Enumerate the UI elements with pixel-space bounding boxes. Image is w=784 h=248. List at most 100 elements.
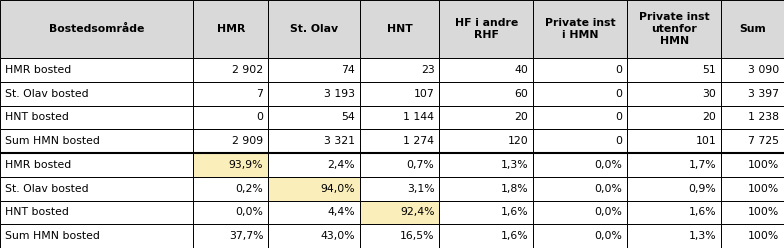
- Text: 94,0%: 94,0%: [321, 184, 355, 194]
- Text: 0,9%: 0,9%: [688, 184, 717, 194]
- Bar: [440, 177, 533, 200]
- Bar: [0, 82, 193, 105]
- Text: 20: 20: [514, 112, 528, 122]
- Bar: [268, 153, 360, 177]
- Text: 0,2%: 0,2%: [235, 184, 263, 194]
- Bar: [268, 200, 360, 224]
- Bar: [440, 224, 533, 248]
- Text: 20: 20: [702, 112, 717, 122]
- Text: 92,4%: 92,4%: [400, 207, 434, 217]
- Bar: [268, 177, 360, 200]
- Bar: [360, 58, 440, 82]
- Bar: [627, 0, 721, 58]
- Text: 3 193: 3 193: [324, 89, 355, 99]
- Text: 40: 40: [514, 65, 528, 75]
- Text: 100%: 100%: [748, 231, 779, 241]
- Text: 3,1%: 3,1%: [407, 184, 434, 194]
- Bar: [193, 105, 268, 129]
- Text: 23: 23: [421, 65, 434, 75]
- Text: St. Olav: St. Olav: [290, 24, 338, 34]
- Text: Sum HMN bosted: Sum HMN bosted: [5, 136, 100, 146]
- Text: 101: 101: [695, 136, 717, 146]
- Bar: [627, 153, 721, 177]
- Bar: [268, 58, 360, 82]
- Bar: [440, 105, 533, 129]
- Bar: [721, 200, 784, 224]
- Bar: [360, 200, 440, 224]
- Text: 3 090: 3 090: [748, 65, 779, 75]
- Text: 1,3%: 1,3%: [501, 160, 528, 170]
- Text: 1,6%: 1,6%: [501, 231, 528, 241]
- Bar: [0, 129, 193, 153]
- Text: HMR: HMR: [216, 24, 245, 34]
- Text: St. Olav bosted: St. Olav bosted: [5, 184, 89, 194]
- Text: HMR bosted: HMR bosted: [5, 65, 71, 75]
- Bar: [721, 0, 784, 58]
- Text: 0,0%: 0,0%: [594, 160, 622, 170]
- Text: 107: 107: [414, 89, 434, 99]
- Bar: [360, 153, 440, 177]
- Bar: [0, 177, 193, 200]
- Text: 100%: 100%: [748, 184, 779, 194]
- Bar: [193, 58, 268, 82]
- Text: 1,6%: 1,6%: [501, 207, 528, 217]
- Text: 30: 30: [702, 89, 717, 99]
- Bar: [721, 177, 784, 200]
- Bar: [533, 224, 627, 248]
- Text: HMR bosted: HMR bosted: [5, 160, 71, 170]
- Bar: [533, 153, 627, 177]
- Text: 0: 0: [256, 112, 263, 122]
- Text: 54: 54: [341, 112, 355, 122]
- Bar: [440, 82, 533, 105]
- Text: 100%: 100%: [748, 207, 779, 217]
- Text: Bostedsområde: Bostedsområde: [49, 24, 144, 34]
- Text: 37,7%: 37,7%: [229, 231, 263, 241]
- Text: 93,9%: 93,9%: [229, 160, 263, 170]
- Bar: [0, 200, 193, 224]
- Bar: [0, 105, 193, 129]
- Bar: [193, 200, 268, 224]
- Bar: [721, 58, 784, 82]
- Bar: [0, 0, 193, 58]
- Text: 0,7%: 0,7%: [407, 160, 434, 170]
- Bar: [360, 129, 440, 153]
- Bar: [0, 58, 193, 82]
- Text: 7 725: 7 725: [748, 136, 779, 146]
- Text: 100%: 100%: [748, 160, 779, 170]
- Text: 120: 120: [508, 136, 528, 146]
- Text: Sum: Sum: [739, 24, 766, 34]
- Bar: [627, 82, 721, 105]
- Bar: [360, 82, 440, 105]
- Bar: [533, 58, 627, 82]
- Bar: [721, 153, 784, 177]
- Text: HF i andre
RHF: HF i andre RHF: [455, 18, 518, 40]
- Bar: [440, 153, 533, 177]
- Bar: [721, 82, 784, 105]
- Text: 51: 51: [702, 65, 717, 75]
- Text: Private inst
i HMN: Private inst i HMN: [545, 18, 615, 40]
- Bar: [268, 224, 360, 248]
- Bar: [533, 82, 627, 105]
- Bar: [193, 82, 268, 105]
- Bar: [533, 200, 627, 224]
- Bar: [721, 224, 784, 248]
- Text: 0,0%: 0,0%: [594, 231, 622, 241]
- Bar: [268, 82, 360, 105]
- Text: 0: 0: [615, 65, 622, 75]
- Bar: [193, 177, 268, 200]
- Bar: [627, 105, 721, 129]
- Bar: [268, 0, 360, 58]
- Bar: [193, 0, 268, 58]
- Text: HNT bosted: HNT bosted: [5, 112, 69, 122]
- Text: 3 321: 3 321: [324, 136, 355, 146]
- Text: 1,8%: 1,8%: [501, 184, 528, 194]
- Bar: [627, 224, 721, 248]
- Bar: [268, 129, 360, 153]
- Bar: [360, 177, 440, 200]
- Text: 1,6%: 1,6%: [688, 207, 717, 217]
- Bar: [533, 0, 627, 58]
- Bar: [721, 129, 784, 153]
- Text: 1 274: 1 274: [404, 136, 434, 146]
- Bar: [440, 0, 533, 58]
- Text: 16,5%: 16,5%: [400, 231, 434, 241]
